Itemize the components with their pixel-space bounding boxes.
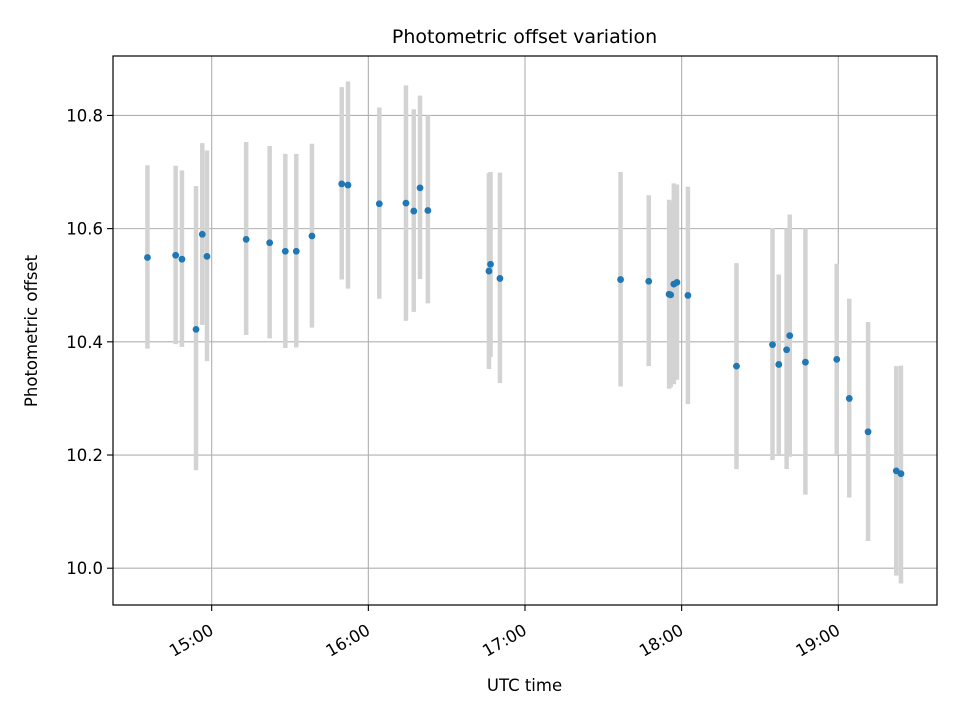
data-point [344,181,352,189]
data-point [617,276,624,283]
data-point [424,207,432,214]
data-point [845,395,853,402]
data-point [266,239,274,247]
data-point [667,291,675,299]
data-point [416,184,424,192]
data-point [864,428,872,436]
data-point [897,470,905,478]
data-point [769,341,776,349]
y-tick-label: 10.4 [66,333,103,352]
data-point [673,278,681,286]
data-point [487,260,494,268]
y-tick-label: 10.8 [66,106,103,125]
data-point [242,235,250,243]
data-point [786,332,794,339]
data-point [375,200,383,208]
data-point [684,292,692,299]
y-tick-label: 10.2 [66,446,103,465]
data-point [338,180,346,188]
data-point [281,247,289,255]
data-point [402,199,410,207]
data-points [144,180,905,478]
data-point [733,362,740,370]
chart-title: Photometric offset variation [392,26,657,48]
data-point [198,230,206,238]
data-point [802,358,809,366]
y-axis-label: Photometric offset [22,254,41,407]
y-tick-label: 10.0 [66,559,103,578]
data-point [192,325,200,333]
data-point [203,252,211,260]
data-point [410,207,418,215]
x-axis-label: UTC time [487,676,562,695]
data-point [783,346,791,354]
data-point [178,255,186,263]
data-point [144,254,151,261]
data-point [172,251,180,259]
data-point [292,247,300,255]
data-point [485,267,493,275]
data-point [645,277,653,285]
data-point [775,361,783,368]
data-point [833,355,841,363]
data-point [308,232,316,240]
y-tick-label: 10.6 [66,220,103,239]
data-point [496,275,504,282]
